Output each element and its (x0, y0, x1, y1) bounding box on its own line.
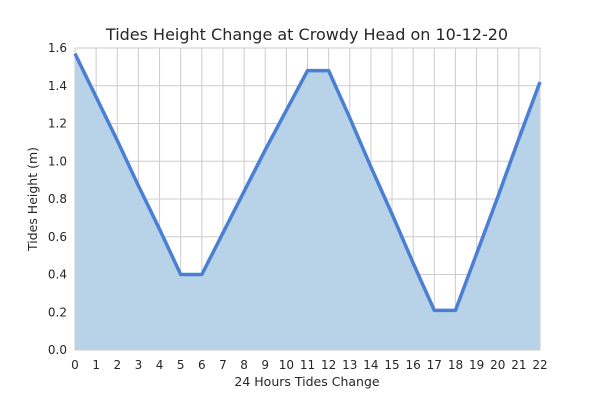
y-axis-ticks: 0.0 0.2 0.4 0.6 0.8 1.0 1.2 1.4 1.6 (48, 41, 67, 357)
y-tick-label: 0.2 (48, 305, 67, 319)
x-tick-label: 20 (490, 358, 505, 372)
y-tick-label: 0.0 (48, 343, 67, 357)
y-tick-label: 0.8 (48, 192, 67, 206)
x-tick-label: 3 (135, 358, 143, 372)
y-tick-label: 1.4 (48, 79, 67, 93)
tide-line (73, 52, 542, 313)
x-tick-label: 22 (532, 358, 547, 372)
x-tick-label: 1 (92, 358, 100, 372)
x-tick-label: 15 (384, 358, 399, 372)
x-axis-label: 24 Hours Tides Change (234, 374, 379, 389)
x-tick-label: 14 (363, 358, 378, 372)
y-tick-label: 0.6 (48, 230, 67, 244)
x-tick-label: 11 (300, 358, 315, 372)
x-tick-label: 2 (113, 358, 121, 372)
x-axis-ticks: 0 1 2 3 4 5 6 7 8 9 10 11 12 13 14 15 16 17 18 19 20 21 22 (71, 358, 547, 372)
x-tick-label: 12 (321, 358, 336, 372)
x-tick-label: 21 (511, 358, 526, 372)
x-tick-label: 6 (198, 358, 206, 372)
y-tick-label: 1.2 (48, 117, 67, 131)
x-tick-label: 5 (177, 358, 185, 372)
x-tick-label: 4 (156, 358, 164, 372)
y-tick-label: 1.6 (48, 41, 67, 55)
y-tick-label: 0.4 (48, 268, 67, 282)
x-tick-label: 8 (240, 358, 248, 372)
x-tick-label: 0 (71, 358, 79, 372)
x-tick-label: 10 (279, 358, 294, 372)
x-tick-label: 13 (342, 358, 357, 372)
y-axis-label: Tides Height (m) (25, 147, 40, 252)
x-tick-label: 16 (406, 358, 421, 372)
x-tick-label: 19 (469, 358, 484, 372)
chart-title: Tides Height Change at Crowdy Head on 10… (105, 25, 508, 44)
x-tick-label: 7 (219, 358, 227, 372)
x-tick-label: 18 (448, 358, 463, 372)
x-tick-label: 9 (261, 358, 269, 372)
y-tick-label: 1.0 (48, 154, 67, 168)
x-tick-label: 17 (427, 358, 442, 372)
